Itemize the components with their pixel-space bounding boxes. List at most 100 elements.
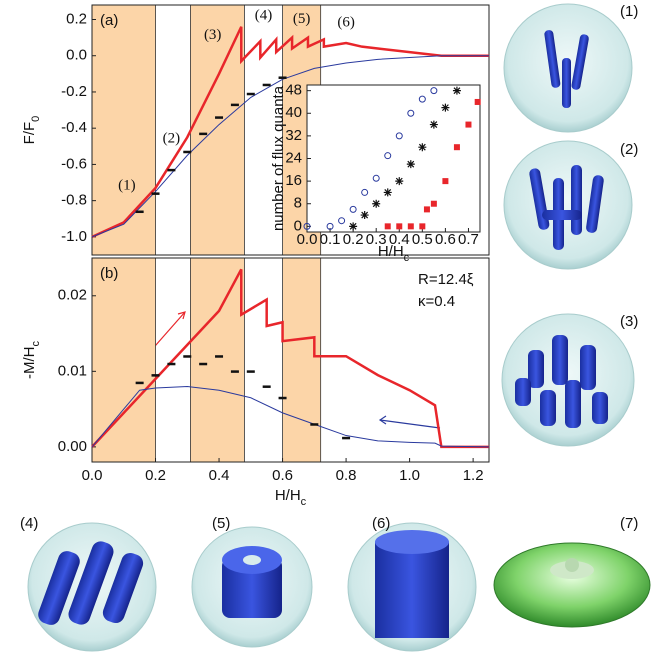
region-label: (4) [255,7,273,23]
marker [424,206,430,212]
marker [263,84,271,87]
panel-label: (b) [100,265,118,282]
y-tick-label: 0.2 [66,10,87,27]
marker [231,370,239,373]
x-axis-label-sub: c [301,496,307,508]
image-label: (1) [620,3,638,20]
x-axis-label-text: H/H [275,487,301,504]
marker [384,188,392,196]
y-tick-label: 24 [285,149,302,166]
y-tick-label: 48 [285,82,302,99]
x-axis-label: H/Hc [275,487,307,508]
marker [199,133,207,136]
y-axis-label-sub: 0 [30,116,42,122]
region-label: (3) [204,27,222,43]
x-axis-label-sub: c [404,252,410,264]
x-tick-label: 1.2 [463,467,484,484]
render-6 [348,523,476,651]
y-axis-label: -M/Hc [21,341,42,380]
figure: 0.2 0.0 -0.2 -0.4 -0.6 -0.8 -1.0 (a) (1) (2) (3) (4… [0,0,657,658]
x-tick-label: 0.2 [343,231,364,248]
marker [247,93,255,96]
shaded-region [92,258,156,462]
y-tick-label: -0.2 [61,83,87,100]
marker [215,116,223,119]
y-tick-label: -0.8 [61,192,87,209]
x-tick-label: 0.6 [435,231,456,248]
image-label: (6) [372,515,390,532]
marker [454,144,460,150]
region-label: (6) [337,15,355,31]
marker [441,104,449,112]
marker [442,178,448,184]
marker [361,211,369,219]
y-tick-label: -0.4 [61,119,87,136]
x-tick-label: 0.0 [297,231,318,248]
y-axis-label-text: F/F [21,122,38,145]
marker [167,169,175,172]
marker [407,160,415,168]
marker [199,363,207,366]
marker [247,370,255,373]
x-tick-label: 1.0 [399,467,420,484]
marker [183,151,191,154]
y-tick-label: 40 [285,104,302,121]
marker [396,223,402,229]
y-tick-label: 32 [285,127,302,144]
render-1 [504,4,632,132]
marker [418,143,426,151]
x-tick-label: 0.8 [336,467,357,484]
image-label: (2) [620,141,638,158]
marker [430,121,438,129]
marker [152,192,160,195]
y-tick-label: -1.0 [61,228,87,245]
image-label: (7) [620,515,638,532]
render-5 [192,527,312,647]
y-axis-label-sub: c [30,341,42,347]
y-tick-label: 0.01 [58,362,87,379]
image-label: (5) [212,515,230,532]
region-label: (1) [118,178,136,194]
y-tick-label: -0.6 [61,155,87,172]
y-tick-label: 0.02 [58,287,87,304]
x-tick-label: 0.6 [272,467,293,484]
y-axis-label-text: number of flux quanta [270,85,287,231]
x-tick-label: 0.1 [320,231,341,248]
image-label: (4) [20,515,38,532]
annotation: κ=0.4 [418,293,455,310]
y-tick-label: 8 [294,195,302,212]
render-3 [502,314,634,446]
marker [167,363,175,366]
y-axis-label: number of flux quanta [270,85,287,231]
marker [152,374,160,377]
x-tick-label: 0.4 [209,467,230,484]
y-axis-label-text: -M/H [21,347,38,380]
y-axis-label: F/F0 [21,116,42,145]
y-tick-label: 0.00 [58,438,87,455]
marker [349,222,357,230]
x-tick-label: 0.0 [82,467,103,484]
render-4 [28,523,156,651]
marker [279,76,287,79]
region-label: (5) [293,11,311,27]
x-tick-label: 0.2 [145,467,166,484]
image-label: (3) [620,313,638,330]
marker [136,382,144,385]
marker [465,122,471,128]
inset-background [307,85,480,232]
marker [310,423,318,426]
marker [136,211,144,214]
y-tick-label: 16 [285,172,302,189]
marker [385,223,391,229]
marker [231,104,239,107]
region-label: (2) [163,130,181,146]
marker [372,200,380,208]
marker [408,223,414,229]
y-tick-label: 0.0 [66,47,87,64]
panel-label: (a) [100,12,118,29]
marker [395,177,403,185]
marker [453,87,461,95]
x-axis-label-text: H/H [378,243,404,260]
marker [183,355,191,358]
shaded-region [92,5,156,255]
